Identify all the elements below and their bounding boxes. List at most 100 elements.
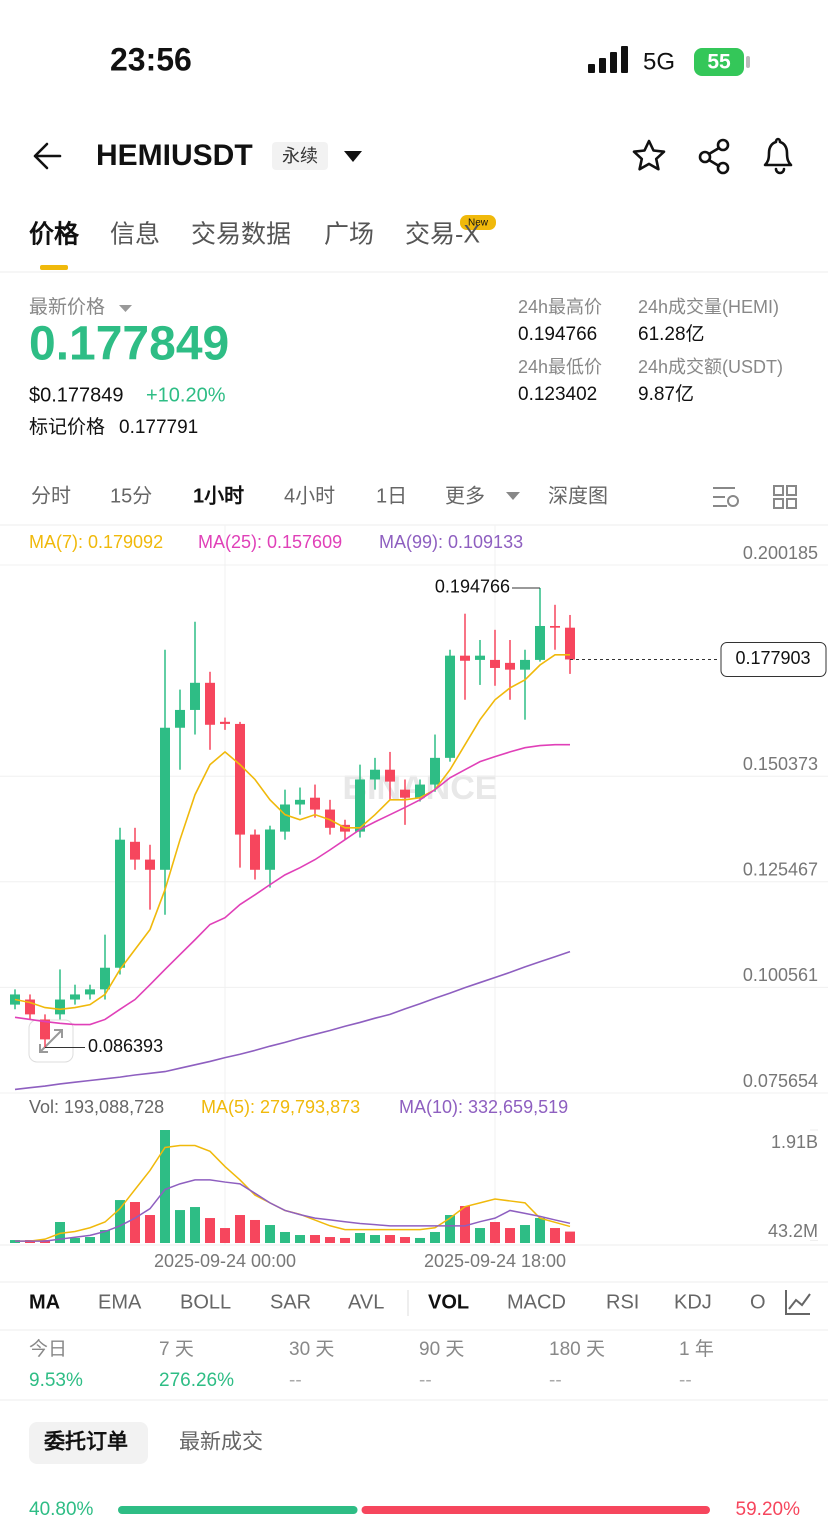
candle-body [130,841,140,860]
tab[interactable]: 价格 [29,220,80,249]
interval-tab[interactable]: 分时 [31,484,71,507]
sell-ratio-label: 59.20% [736,1499,801,1520]
performance-label: 90 天 [419,1339,464,1360]
volume-bar [490,1221,500,1243]
volume-bar [130,1202,140,1243]
interval-tab[interactable]: 1小时 [193,484,244,507]
interval-tab[interactable]: 深度图 [548,484,608,507]
candle-body [310,797,320,810]
candle-body [280,804,290,832]
stat-label: 24h最高价 [518,297,602,317]
tab[interactable]: 交易-X [405,221,480,249]
volume-bar [160,1130,170,1243]
layout-icon[interactable] [773,485,797,509]
performance-value: 9.53% [29,1370,83,1391]
high-label: 0.194766 [435,577,510,597]
new-badge: New [468,218,489,229]
indicator-tab[interactable]: BOLL [180,1291,231,1313]
price-dropdown[interactable] [119,305,132,312]
order-tab[interactable]: 最新成交 [179,1431,263,1454]
volume-bar [565,1231,575,1243]
indicator-tab[interactable]: MA [29,1291,60,1313]
indicator-tab[interactable]: EMA [98,1291,142,1313]
y-tick-label: 0.125467 [743,860,818,880]
tab[interactable]: 广场 [324,221,374,249]
volume-ma-legend: MA(10): 332,659,519 [399,1097,568,1117]
candle-body [175,709,185,728]
new-badge-bg [460,215,496,230]
contract-badge: 永续 [282,146,318,166]
indicator-tab[interactable]: RSI [606,1291,639,1313]
symbol-dropdown[interactable] [344,151,362,162]
expand-icon [39,1029,63,1053]
buy-ratio-label: 40.80% [29,1499,94,1520]
interval-tab[interactable]: 4小时 [284,484,335,507]
volume-bar [220,1228,230,1243]
candle-body [160,727,170,870]
battery-tip [746,56,750,68]
candle-body [40,1019,50,1040]
volume-bar [520,1225,530,1243]
stat-value: 0.123402 [518,384,597,405]
status-network: 5G [643,48,675,75]
volume-bar [115,1200,125,1243]
mark-price-label: 标记价格 [29,416,105,438]
candle-body [445,655,455,758]
candle-body [460,655,470,661]
candle-body [85,989,95,995]
volume-bar [70,1237,80,1243]
indicator-settings-icon[interactable] [785,1290,811,1315]
chart-settings-icon[interactable] [713,487,739,507]
volume-bar [505,1228,515,1243]
performance-label: 180 天 [549,1339,605,1360]
volume-tick-label: 1.91B [771,1132,818,1152]
volume-bar [355,1233,365,1243]
candle-body [400,789,410,798]
interval-tab[interactable]: 15分 [110,484,152,507]
indicator-tab[interactable]: AVL [348,1291,384,1313]
interval-tab[interactable]: 1日 [376,485,407,507]
interval-tab[interactable]: 更多 [445,484,485,507]
volume-bar [265,1225,275,1243]
indicator-tab[interactable]: SAR [270,1291,311,1313]
volume-bar [415,1237,425,1243]
performance-label: 1 年 [679,1338,714,1360]
indicator-tab[interactable]: MACD [507,1291,566,1313]
indicator-tab[interactable]: VOL [428,1291,469,1313]
back-button[interactable] [33,142,62,170]
tab[interactable]: 交易数据 [191,221,291,249]
current-price-box [720,641,827,677]
ma-line [14,950,571,1091]
candle-body [190,682,200,710]
tab[interactable]: 信息 [110,221,160,249]
symbol[interactable]: HEMIUSDT [96,139,253,172]
ma-legend: MA(99): 0.109133 [379,532,523,552]
alert-icon[interactable] [763,137,793,175]
volume-bar [190,1207,200,1243]
performance-value: -- [419,1370,432,1391]
candle-body [55,999,65,1015]
buy-ratio-bar [118,1506,358,1514]
battery [694,48,744,76]
candle-body [385,769,395,782]
badge-bg [272,142,328,170]
volume-bar [100,1229,110,1243]
candle-body [265,829,275,870]
candle-body [70,994,80,1000]
mark-price: 0.177791 [119,417,198,438]
active-tab-indicator [40,265,68,270]
share-icon[interactable] [698,138,730,175]
candle-body [475,655,485,660]
y-tick-label: 0.200185 [743,543,818,563]
indicator-tab[interactable]: O [750,1291,766,1313]
volume-bar [295,1235,305,1243]
more-dropdown[interactable] [506,492,520,500]
volume-bar [370,1235,380,1243]
order-tab-active-bg [29,1422,148,1464]
signal-icon [588,46,628,73]
status-battery: 55 [707,51,731,74]
indicator-tab[interactable]: KDJ [674,1291,712,1313]
performance-value: -- [289,1370,302,1391]
favorite-icon[interactable] [632,139,666,171]
order-tab[interactable]: 委托订单 [43,1430,128,1454]
